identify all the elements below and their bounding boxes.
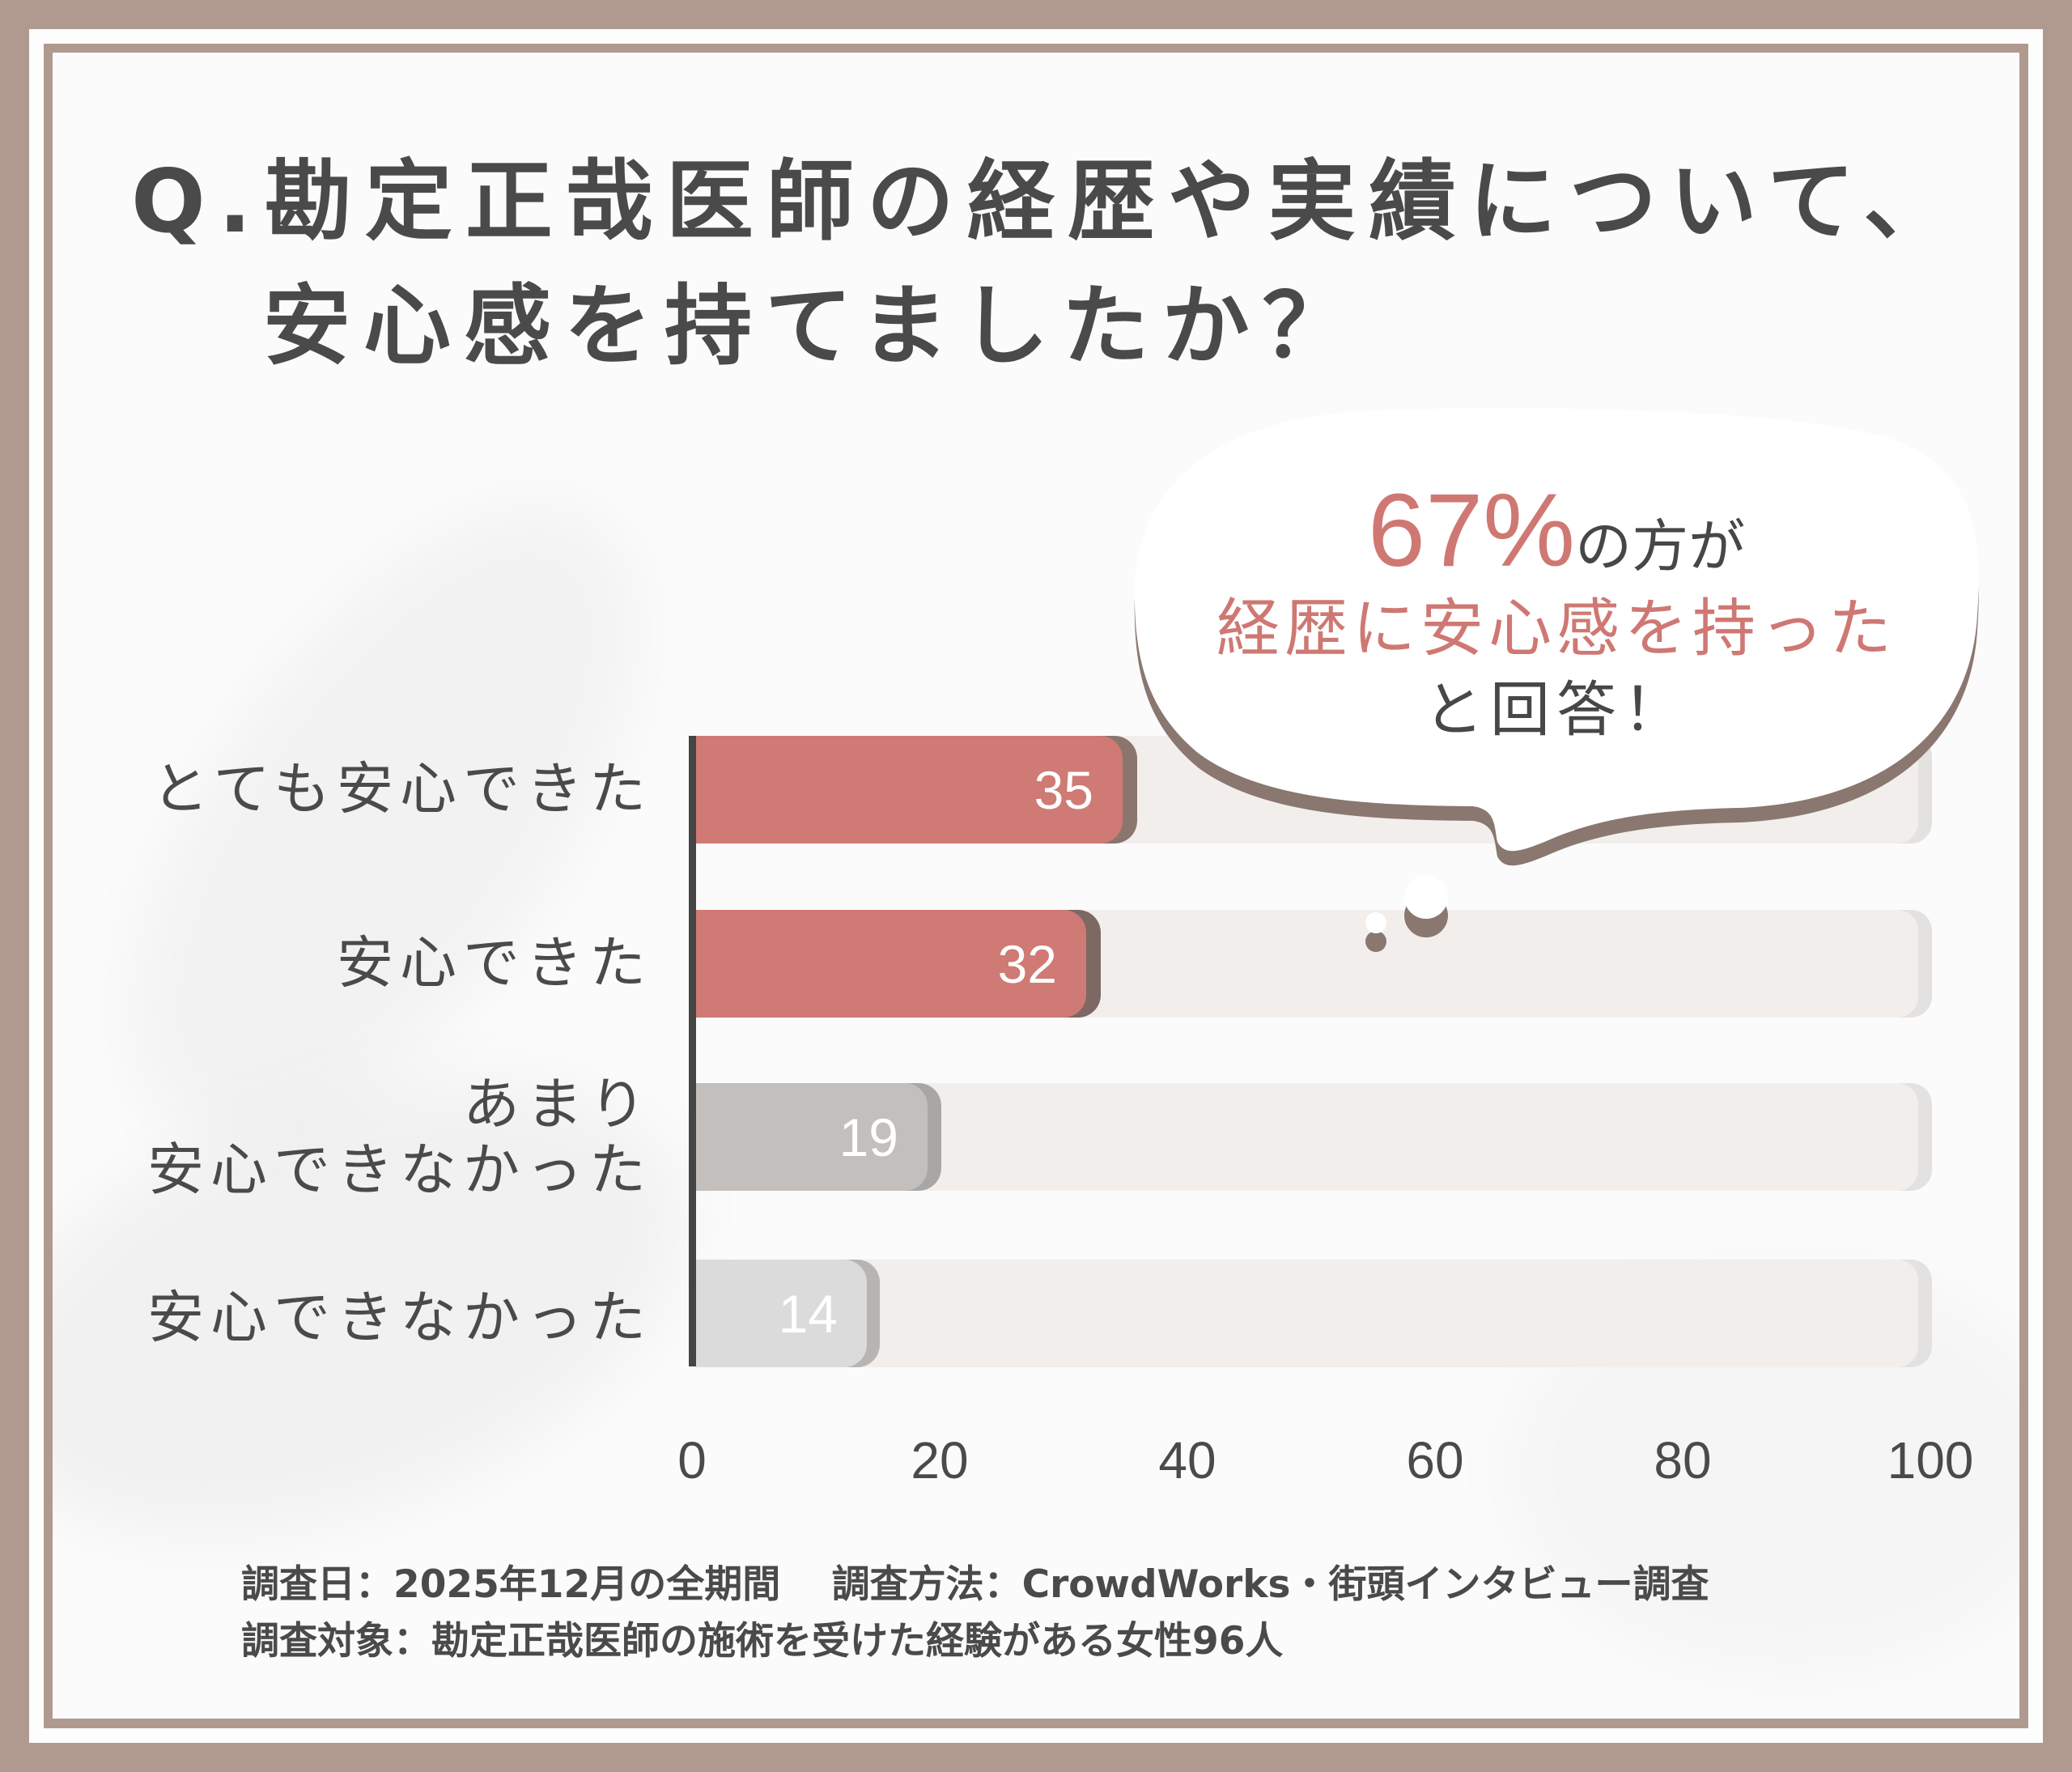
infographic-panel: [53, 53, 2019, 1719]
bar-value-label: 19: [839, 1107, 898, 1167]
page-title-line-1: Q.勘定正哉医師の経歴や実績について、: [131, 151, 1964, 253]
thought-dot-large: [1404, 875, 1448, 919]
category-label: 安心できなかった: [147, 1284, 652, 1351]
bar-value-label: 35: [1034, 759, 1093, 820]
callout-suffix: の方が: [1575, 513, 1746, 580]
callout-line-1: 67%の方が: [1133, 479, 1980, 583]
survey-footnote-line-1: 調査日：2025年12月の全期間 調査方法：CrowdWorks・街頭インタビュ…: [241, 1562, 1709, 1607]
bar-not-very-reassured: 19: [696, 1083, 928, 1191]
bar-value-label: 32: [997, 933, 1057, 994]
bar-value-label: 14: [778, 1283, 838, 1344]
x-tick-label: 20: [911, 1431, 969, 1489]
bar-very-reassured: 35: [696, 736, 1123, 844]
bar-track: [696, 1260, 1918, 1367]
callout-line-3: と回答！: [1424, 675, 1689, 745]
callout-percent: 67%: [1367, 473, 1576, 589]
x-tick-label: 40: [1158, 1431, 1216, 1489]
category-label: 安心できた: [337, 929, 652, 996]
page-title-line-2: 安心感を持てましたか？: [263, 276, 1363, 377]
bar-not-reassured: 14: [696, 1260, 867, 1367]
y-axis-line: [689, 736, 696, 1366]
bar-reassured: 32: [696, 910, 1086, 1018]
callout-line-2: 経歴に安心感を持った: [1216, 593, 1896, 665]
category-label: とても安心できた: [151, 755, 652, 822]
speech-bubble-body: [1134, 408, 1979, 933]
x-tick-label: 0: [677, 1431, 707, 1489]
thought-dot-small: [1365, 912, 1386, 933]
x-tick-label: 80: [1654, 1431, 1712, 1489]
x-tick-label: 60: [1406, 1431, 1464, 1489]
category-label: あまり 安心できなかった: [147, 1070, 652, 1203]
x-tick-label: 100: [1887, 1431, 1974, 1489]
survey-footnote-line-2: 調査対象：勘定正哉医師の施術を受けた経験がある女性96人: [241, 1619, 1284, 1664]
